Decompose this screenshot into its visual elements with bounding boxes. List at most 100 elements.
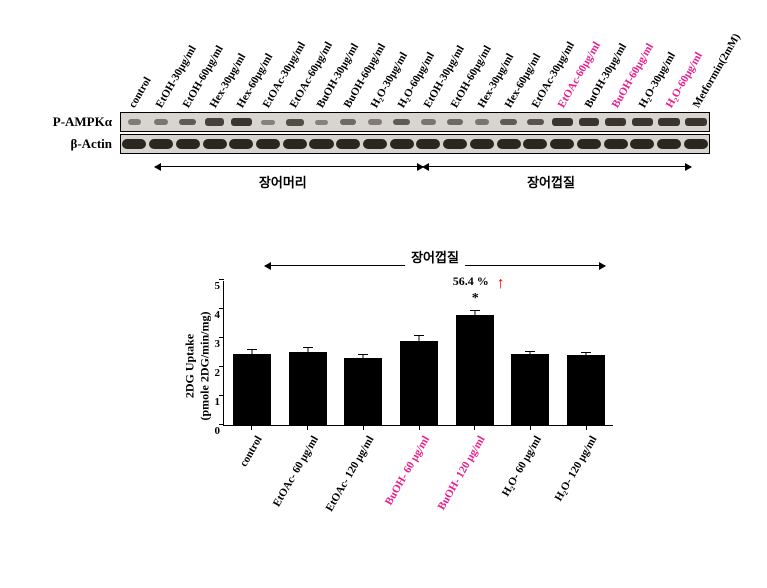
y-axis-label-line1: 2DG Uptake (183, 334, 197, 398)
chart-bar (400, 341, 438, 425)
blot-row-label-actin: β-Actin (50, 136, 120, 152)
blot-band-actin (281, 135, 308, 153)
blot-band (656, 113, 683, 131)
blot-group-arrows: 장어머리 장어껍질 (128, 158, 718, 188)
blot-band (682, 113, 709, 131)
blot-band-actin (602, 135, 629, 153)
blot-band-actin (228, 135, 255, 153)
blot-band-actin (682, 135, 709, 153)
percent-annotation: 56.4 % (453, 274, 489, 289)
x-tick-mark (251, 425, 252, 430)
error-cap (247, 349, 257, 350)
blot-band-actin (469, 135, 496, 153)
error-cap (581, 352, 591, 353)
error-cap (470, 310, 480, 311)
blot-band (201, 113, 228, 131)
x-tick-mark (363, 425, 364, 430)
blot-band (255, 113, 282, 131)
blot-band (575, 113, 602, 131)
group-arrow (423, 166, 691, 167)
blot-band-actin (442, 135, 469, 153)
error-bar (530, 352, 531, 354)
chart-bar (511, 354, 549, 425)
blot-band (629, 113, 656, 131)
blot-band (148, 113, 175, 131)
group-arrow (155, 166, 423, 167)
blot-band (602, 113, 629, 131)
x-tick-label: control (238, 434, 265, 469)
blot-band-actin (121, 135, 148, 153)
western-blot-panel: controlEtOH-30μg/mlEtOH-60μg/mlHex-30μg/… (50, 20, 730, 188)
y-tick-label: 4 (196, 309, 220, 321)
x-tick-mark (307, 425, 308, 430)
y-tick-mark (219, 308, 224, 309)
chart-bar (344, 358, 382, 425)
blot-band (495, 113, 522, 131)
blot-band-actin (201, 135, 228, 153)
blot-band (469, 113, 496, 131)
blot-band-actin (549, 135, 576, 153)
blot-band (121, 113, 148, 131)
blot-band (335, 113, 362, 131)
blot-row-pampk: P-AMPKα (50, 112, 730, 132)
error-bar (363, 355, 364, 358)
significance-star: * (472, 291, 479, 307)
blot-lane-label: control (127, 75, 154, 110)
y-tick-mark (219, 424, 224, 425)
blot-strip-pampk (120, 112, 710, 132)
error-bar (307, 348, 308, 352)
y-tick-label: 0 (196, 425, 220, 437)
y-tick-mark (219, 279, 224, 280)
bar-chart-panel: 장어껍질 2DG Uptake (pmole 2DG/min/mg) 01234… (165, 255, 625, 451)
blot-band-actin (308, 135, 335, 153)
blot-band (549, 113, 576, 131)
group-label: 장어껍질 (527, 172, 575, 191)
blot-band-actin (522, 135, 549, 153)
group-label: 장어머리 (259, 172, 307, 191)
blot-lane-labels: controlEtOH-30μg/mlEtOH-60μg/mlHex-30μg/… (50, 20, 730, 110)
error-bar (474, 311, 475, 315)
blot-band-actin (575, 135, 602, 153)
y-tick-mark (219, 395, 224, 396)
chart-bar (289, 352, 327, 425)
chart-plot: 012345controlEtOAc- 60 μg/mlEtOAc- 120 μ… (223, 281, 613, 426)
chart-group-label: 장어껍질 (405, 247, 465, 266)
y-tick-label: 3 (196, 338, 220, 350)
blot-band-actin (415, 135, 442, 153)
blot-band-actin (148, 135, 175, 153)
x-tick-mark (586, 425, 587, 430)
y-tick-mark (219, 337, 224, 338)
chart-group-arrow: 장어껍질 (265, 255, 605, 277)
blot-band-actin (174, 135, 201, 153)
blot-band (415, 113, 442, 131)
blot-band (281, 113, 308, 131)
blot-band (228, 113, 255, 131)
error-cap (358, 354, 368, 355)
blot-band (522, 113, 549, 131)
blot-band-actin (362, 135, 389, 153)
chart-bar (233, 354, 271, 425)
blot-row-actin: β-Actin (50, 134, 730, 154)
blot-band-actin (656, 135, 683, 153)
y-tick-label: 5 (196, 280, 220, 292)
blot-band (174, 113, 201, 131)
blot-strip-actin (120, 134, 710, 154)
blot-band (442, 113, 469, 131)
y-tick-label: 2 (196, 367, 220, 379)
chart-area: 2DG Uptake (pmole 2DG/min/mg) 012345cont… (165, 281, 625, 451)
blot-band (388, 113, 415, 131)
blot-band-actin (495, 135, 522, 153)
y-tick-label: 1 (196, 396, 220, 408)
y-tick-mark (219, 366, 224, 367)
error-bar (419, 336, 420, 341)
error-bar (251, 350, 252, 353)
up-arrow-icon: ↑ (497, 275, 505, 293)
blot-band-actin (335, 135, 362, 153)
blot-lane-label: Metformin(2mM) (690, 32, 742, 110)
blot-band (362, 113, 389, 131)
x-tick-label: BuOH- 60 μg/ml (383, 434, 432, 507)
error-cap (414, 335, 424, 336)
blot-band (308, 113, 335, 131)
error-bar (586, 353, 587, 355)
blot-band-actin (629, 135, 656, 153)
